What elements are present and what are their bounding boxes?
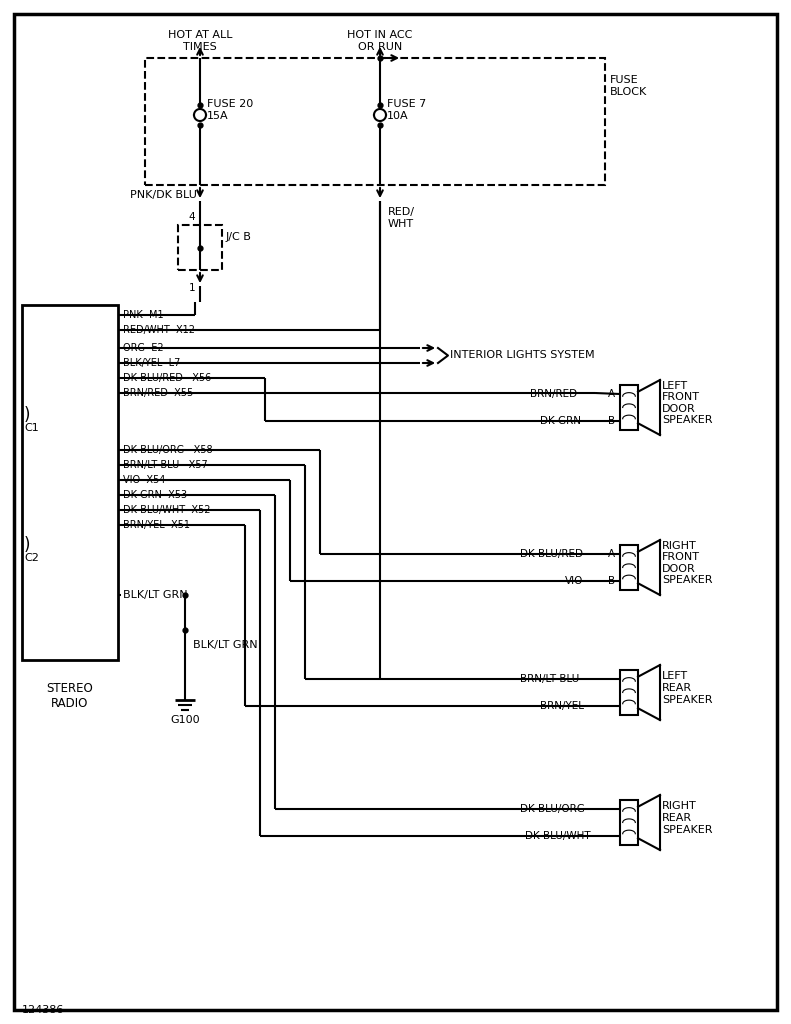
Text: B: B: [607, 416, 615, 426]
Text: BRN/YEL: BRN/YEL: [540, 701, 584, 711]
Text: RED/WHT  X12: RED/WHT X12: [123, 325, 195, 335]
Bar: [178, 225, 222, 270]
Bar: [620, 800, 638, 845]
Text: LEFT
FRONT
DOOR
SPEAKER: LEFT FRONT DOOR SPEAKER: [662, 381, 713, 425]
Text: J/C B: J/C B: [226, 232, 252, 242]
Text: DK BLU/RED   X56: DK BLU/RED X56: [123, 373, 211, 383]
Text: DK BLU/RED: DK BLU/RED: [520, 549, 583, 559]
Bar: [145, 58, 605, 185]
Bar: [620, 545, 638, 590]
Text: DK BLU/WHT  X52: DK BLU/WHT X52: [123, 505, 210, 515]
Text: 4: 4: [188, 212, 195, 222]
Text: C1: C1: [24, 423, 39, 433]
Text: DK GRN  X53: DK GRN X53: [123, 490, 187, 500]
Text: BLK/LT GRN: BLK/LT GRN: [193, 640, 258, 650]
Text: STEREO
RADIO: STEREO RADIO: [47, 682, 93, 710]
Text: VIO: VIO: [565, 575, 584, 586]
Bar: [620, 670, 638, 715]
Text: ): ): [24, 536, 31, 554]
Text: RIGHT
FRONT
DOOR
SPEAKER: RIGHT FRONT DOOR SPEAKER: [662, 541, 713, 586]
Text: VIO  X54: VIO X54: [123, 475, 165, 485]
Text: BLK/LT GRN: BLK/LT GRN: [123, 590, 187, 600]
Text: BRN/RED  X55: BRN/RED X55: [123, 388, 193, 398]
Text: B: B: [607, 575, 615, 586]
Text: G100: G100: [170, 715, 200, 725]
Text: BRN/LT BLU   X57: BRN/LT BLU X57: [123, 460, 208, 470]
Text: 1: 1: [188, 283, 195, 293]
Text: RED/
WHT: RED/ WHT: [388, 207, 415, 228]
Text: ORG  E2: ORG E2: [123, 343, 164, 353]
Text: HOT IN ACC
OR RUN: HOT IN ACC OR RUN: [347, 30, 413, 51]
Text: INTERIOR LIGHTS SYSTEM: INTERIOR LIGHTS SYSTEM: [450, 350, 595, 360]
Text: RIGHT
REAR
SPEAKER: RIGHT REAR SPEAKER: [662, 802, 713, 835]
Text: C2: C2: [24, 553, 39, 563]
Text: PNK  M1: PNK M1: [123, 310, 164, 319]
Text: DK BLU/ORG: DK BLU/ORG: [520, 804, 585, 814]
Text: DK BLU/WHT: DK BLU/WHT: [525, 831, 591, 841]
Text: 124386: 124386: [22, 1005, 64, 1015]
Text: FUSE 20
15A: FUSE 20 15A: [207, 99, 253, 121]
Text: FUSE
BLOCK: FUSE BLOCK: [610, 75, 647, 96]
Text: A: A: [607, 549, 615, 559]
Text: BLK/YEL  L7: BLK/YEL L7: [123, 358, 180, 368]
Text: LEFT
REAR
SPEAKER: LEFT REAR SPEAKER: [662, 672, 713, 705]
Text: A: A: [607, 389, 615, 399]
Bar: [620, 385, 638, 430]
Text: BRN/LT BLU: BRN/LT BLU: [520, 674, 579, 684]
Text: DK GRN: DK GRN: [540, 416, 581, 426]
Text: ): ): [24, 406, 31, 424]
Text: FUSE 7
10A: FUSE 7 10A: [387, 99, 426, 121]
Bar: [22, 305, 118, 660]
Text: HOT AT ALL
TIMES: HOT AT ALL TIMES: [168, 30, 233, 51]
Text: DK BLU/ORG   X58: DK BLU/ORG X58: [123, 445, 213, 455]
Text: BRN/RED: BRN/RED: [530, 389, 577, 399]
Text: PNK/DK BLU: PNK/DK BLU: [130, 190, 197, 200]
Text: BRN/YEL  X51: BRN/YEL X51: [123, 520, 190, 530]
